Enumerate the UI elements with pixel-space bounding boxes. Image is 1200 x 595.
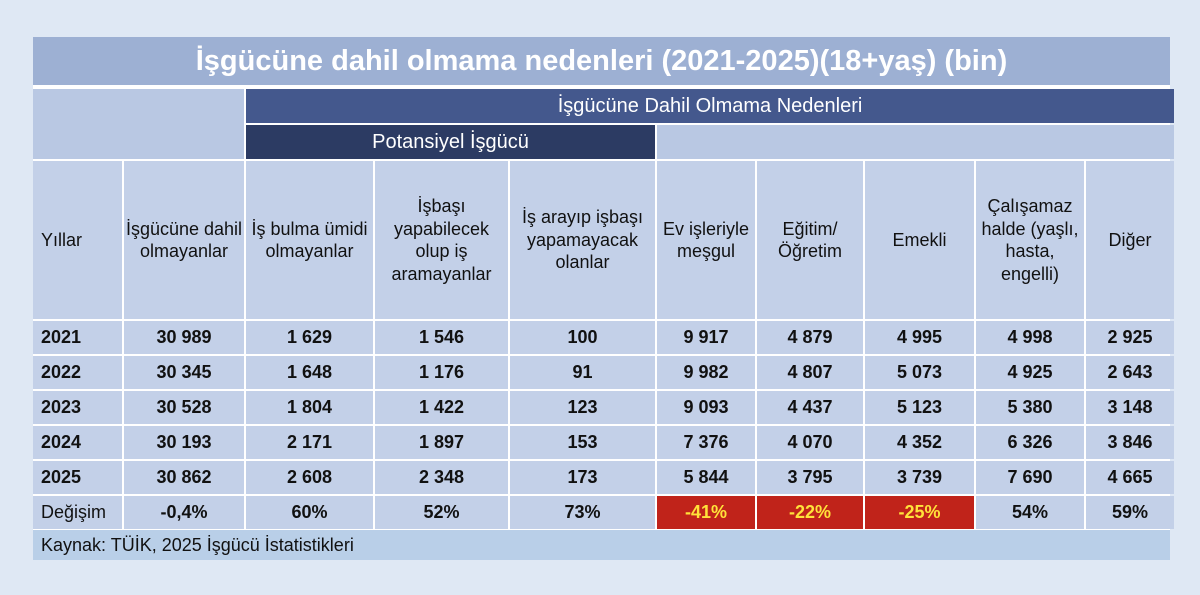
cell: 9 093 <box>657 391 755 424</box>
change-cell: 59% <box>1086 496 1175 529</box>
row-year: 2021 <box>33 321 122 354</box>
change-label: Değişim <box>33 496 122 529</box>
cell: 2 925 <box>1086 321 1175 354</box>
header-group-potential: Potansiyel İşgücü <box>246 125 655 159</box>
cell: 2 643 <box>1086 356 1175 389</box>
cell: 1 804 <box>246 391 373 424</box>
change-row: Değişim -0,4% 60% 52% 73% -41% -22% -25%… <box>33 496 1175 529</box>
cell: 2 608 <box>246 461 373 494</box>
cell: 5 380 <box>976 391 1084 424</box>
table-row: 2025 30 862 2 608 2 348 173 5 844 3 795 … <box>33 461 1175 494</box>
col-header-retired: Emekli <box>865 161 974 319</box>
cell: 30 345 <box>124 356 244 389</box>
cell: 2 171 <box>246 426 373 459</box>
cell: 153 <box>510 426 655 459</box>
cell: 173 <box>510 461 655 494</box>
col-header-disabled: Çalışamaz halde (yaşlı, hasta, engelli) <box>976 161 1084 319</box>
cell: 91 <box>510 356 655 389</box>
cell: 4 925 <box>976 356 1084 389</box>
cell: 30 862 <box>124 461 244 494</box>
cell: 4 998 <box>976 321 1084 354</box>
change-cell: 60% <box>246 496 373 529</box>
cell: 1 897 <box>375 426 508 459</box>
cell: 123 <box>510 391 655 424</box>
header-group-main: İşgücüne Dahil Olmama Nedenleri <box>246 89 1175 123</box>
cell: 4 807 <box>757 356 863 389</box>
cell: 1 629 <box>246 321 373 354</box>
cell: 4 879 <box>757 321 863 354</box>
change-cell: 52% <box>375 496 508 529</box>
cell: 6 326 <box>976 426 1084 459</box>
col-header-years: Yıllar <box>33 161 122 319</box>
cell: 30 193 <box>124 426 244 459</box>
col-header-seeking-not-available: İş arayıp işbaşı yapamayacak olanlar <box>510 161 655 319</box>
cell: 30 528 <box>124 391 244 424</box>
cell: 1 546 <box>375 321 508 354</box>
table-row: 2021 30 989 1 629 1 546 100 9 917 4 879 … <box>33 321 1175 354</box>
row-year: 2022 <box>33 356 122 389</box>
cell: 9 917 <box>657 321 755 354</box>
cell: 4 665 <box>1086 461 1175 494</box>
change-cell-highlight: -41% <box>657 496 755 529</box>
cell: 2 348 <box>375 461 508 494</box>
cell: 4 070 <box>757 426 863 459</box>
cell: 4 995 <box>865 321 974 354</box>
cell: 4 437 <box>757 391 863 424</box>
col-header-other: Diğer <box>1086 161 1175 319</box>
table-row: 2024 30 193 2 171 1 897 153 7 376 4 070 … <box>33 426 1175 459</box>
cell: 1 648 <box>246 356 373 389</box>
cell: 1 422 <box>375 391 508 424</box>
col-header-not-in-labor-force: İşgücüne dahil olmayanlar <box>124 161 244 319</box>
page-title: İşgücüne dahil olmama nedenleri (2021-20… <box>33 37 1170 85</box>
cell: 5 844 <box>657 461 755 494</box>
change-cell: -0,4% <box>124 496 244 529</box>
data-table: İşgücüne Dahil Olmama Nedenleri Potansiy… <box>33 87 1175 531</box>
change-cell: 54% <box>976 496 1084 529</box>
change-cell-highlight: -25% <box>865 496 974 529</box>
cell: 7 376 <box>657 426 755 459</box>
col-header-housework: Ev işleriyle meşgul <box>657 161 755 319</box>
change-cell: 73% <box>510 496 655 529</box>
table-container: İşgücüne dahil olmama nedenleri (2021-20… <box>33 37 1175 560</box>
cell: 3 739 <box>865 461 974 494</box>
cell: 5 073 <box>865 356 974 389</box>
cell: 100 <box>510 321 655 354</box>
cell: 3 148 <box>1086 391 1175 424</box>
cell: 5 123 <box>865 391 974 424</box>
row-year: 2025 <box>33 461 122 494</box>
row-year: 2024 <box>33 426 122 459</box>
table-row: 2022 30 345 1 648 1 176 91 9 982 4 807 5… <box>33 356 1175 389</box>
row-year: 2023 <box>33 391 122 424</box>
header-spacer <box>657 125 1175 159</box>
header-corner <box>33 89 244 159</box>
table-row: 2023 30 528 1 804 1 422 123 9 093 4 437 … <box>33 391 1175 424</box>
col-header-education: Eğitim/ Öğretim <box>757 161 863 319</box>
change-cell-highlight: -22% <box>757 496 863 529</box>
source-note: Kaynak: TÜİK, 2025 İşgücü İstatistikleri <box>33 530 1170 560</box>
cell: 3 795 <box>757 461 863 494</box>
cell: 7 690 <box>976 461 1084 494</box>
cell: 4 352 <box>865 426 974 459</box>
cell: 3 846 <box>1086 426 1175 459</box>
cell: 30 989 <box>124 321 244 354</box>
col-header-discouraged: İş bulma ümidi olmayanlar <box>246 161 373 319</box>
cell: 9 982 <box>657 356 755 389</box>
col-header-available-not-seeking: İşbaşı yapabilecek olup iş aramayanlar <box>375 161 508 319</box>
cell: 1 176 <box>375 356 508 389</box>
